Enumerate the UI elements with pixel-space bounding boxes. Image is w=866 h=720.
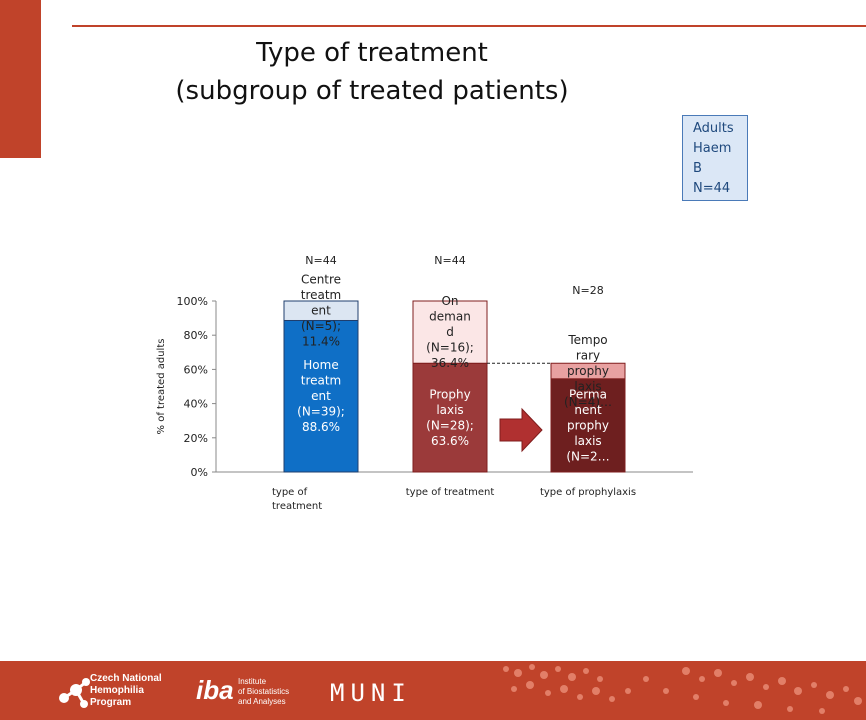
hemophilia-logo-text: Czech National Hemophilia Program bbox=[90, 673, 162, 709]
segment-data-label: Tempo rary prophy laxis (N=4)… bbox=[564, 333, 612, 409]
bar-segment bbox=[284, 320, 358, 472]
segment-label-line: laxis bbox=[436, 403, 463, 417]
segment-label-line: deman bbox=[429, 310, 471, 324]
segment-label-line: (N=2… bbox=[566, 449, 609, 463]
y-axis-label: % of treated adults bbox=[156, 339, 167, 435]
segment-label-line: prophy bbox=[567, 364, 609, 378]
segment-label-line: Centre bbox=[301, 273, 341, 287]
corner-accent-bar bbox=[0, 0, 41, 158]
segment-label-line: Home bbox=[303, 358, 338, 372]
category-label: type of treatment bbox=[272, 487, 322, 512]
segment-label-line: (N=39); bbox=[297, 405, 345, 419]
bar-segment bbox=[412, 300, 488, 364]
bar-segment bbox=[550, 362, 626, 380]
segment-label-line: laxis bbox=[574, 434, 601, 448]
category-label-line: type of bbox=[272, 487, 308, 498]
logo-line: Hemophilia bbox=[90, 685, 144, 696]
stacked-bar-chart: 0% 20% 40% 60% 80% 100% % of treated adults Hom… bbox=[156, 254, 693, 512]
bar-n-label: N=28 bbox=[572, 284, 603, 297]
segment-label-line: (N=5); bbox=[301, 319, 341, 333]
slide-title: Type of treatment (subgroup of treated p… bbox=[122, 34, 622, 110]
segment-label-line: 36.4% bbox=[431, 356, 469, 370]
bar-segment bbox=[284, 301, 358, 321]
segment-data-label: Centre treatm ent (N=5); 11.4% bbox=[301, 273, 342, 349]
logo-line: Czech National bbox=[90, 673, 162, 684]
segment-label-line: d bbox=[446, 325, 454, 339]
iba-logo-mark: iba bbox=[196, 675, 234, 705]
segment-label-line: nent bbox=[574, 403, 602, 417]
segment-data-label: On deman d (N=16); 36.4% bbox=[426, 294, 474, 370]
logo-line: Program bbox=[90, 697, 132, 708]
footer-band: Czech National Hemophilia Program iba In… bbox=[0, 661, 866, 720]
iba-logo-text: Institute of Biostatistics and Analyses bbox=[238, 677, 289, 707]
y-tick-label: 0% bbox=[191, 466, 208, 479]
category-label-line: type of prophylaxis bbox=[540, 487, 636, 498]
bar-segment-outline bbox=[283, 300, 359, 321]
bar-n-label: N=44 bbox=[434, 254, 465, 267]
segment-label-line: (N=16); bbox=[426, 341, 474, 355]
category-label-line: treatment bbox=[272, 501, 322, 512]
category-label-line: type of treatment bbox=[406, 487, 495, 498]
y-tick-label: 20% bbox=[184, 432, 208, 445]
segment-label-line: (N=4)… bbox=[564, 395, 612, 409]
segment-label-line: rary bbox=[576, 349, 600, 363]
segment-label-line: treatm bbox=[301, 374, 342, 388]
slide-title-line1: Type of treatment bbox=[256, 38, 488, 68]
category-label: type of treatment bbox=[406, 487, 495, 498]
segment-label-line: prophy bbox=[567, 418, 609, 432]
segment-data-label: Prophy laxis (N=28); 63.6% bbox=[426, 387, 474, 448]
segment-label-line: ent bbox=[311, 304, 331, 318]
segment-label-line: laxis bbox=[574, 380, 601, 394]
segment-label-line: (N=28); bbox=[426, 418, 474, 432]
subgroup-box: Adults Haem B N=44 bbox=[682, 115, 748, 201]
subgroup-line: N=44 bbox=[693, 181, 731, 196]
bar-segment bbox=[550, 378, 626, 473]
segment-label-line: ent bbox=[311, 389, 331, 403]
segment-label-line: treatm bbox=[301, 288, 342, 302]
logo-line: and Analyses bbox=[238, 697, 286, 706]
y-tick-label: 60% bbox=[184, 363, 208, 376]
muni-logo: MUNI bbox=[330, 679, 412, 707]
y-tick-label: 100% bbox=[177, 295, 208, 308]
subgroup-line: B bbox=[693, 161, 702, 176]
y-tick-label: 80% bbox=[184, 329, 208, 342]
segment-label-line: 88.6% bbox=[302, 420, 340, 434]
slide-title-line2: (subgroup of treated patients) bbox=[175, 76, 569, 106]
segment-label-line: On bbox=[441, 294, 458, 308]
subgroup-line: Haem bbox=[693, 141, 732, 156]
segment-label-line: 11.4% bbox=[302, 335, 340, 349]
logo-line: Institute bbox=[238, 677, 267, 686]
segment-data-label: Perma nent prophy laxis (N=2… bbox=[566, 387, 609, 463]
segment-data-label: Home treatm ent (N=39); 88.6% bbox=[297, 358, 345, 434]
hemophilia-logo-icon bbox=[59, 678, 90, 708]
segment-label-line: Prophy bbox=[429, 387, 470, 401]
right-arrow-icon bbox=[499, 407, 543, 453]
segment-label-line: Tempo bbox=[567, 333, 607, 347]
category-label: type of prophylaxis bbox=[540, 487, 636, 498]
dot-pattern-decoration bbox=[503, 664, 862, 714]
bar-n-label: N=44 bbox=[305, 254, 336, 267]
subgroup-line: Adults bbox=[693, 121, 734, 136]
logo-line: of Biostatistics bbox=[238, 687, 290, 696]
y-tick-label: 40% bbox=[184, 398, 208, 411]
segment-label-line: 63.6% bbox=[431, 434, 469, 448]
title-rule bbox=[72, 25, 866, 27]
bar-segment bbox=[412, 362, 488, 473]
segment-label-line: Perma bbox=[569, 387, 607, 401]
